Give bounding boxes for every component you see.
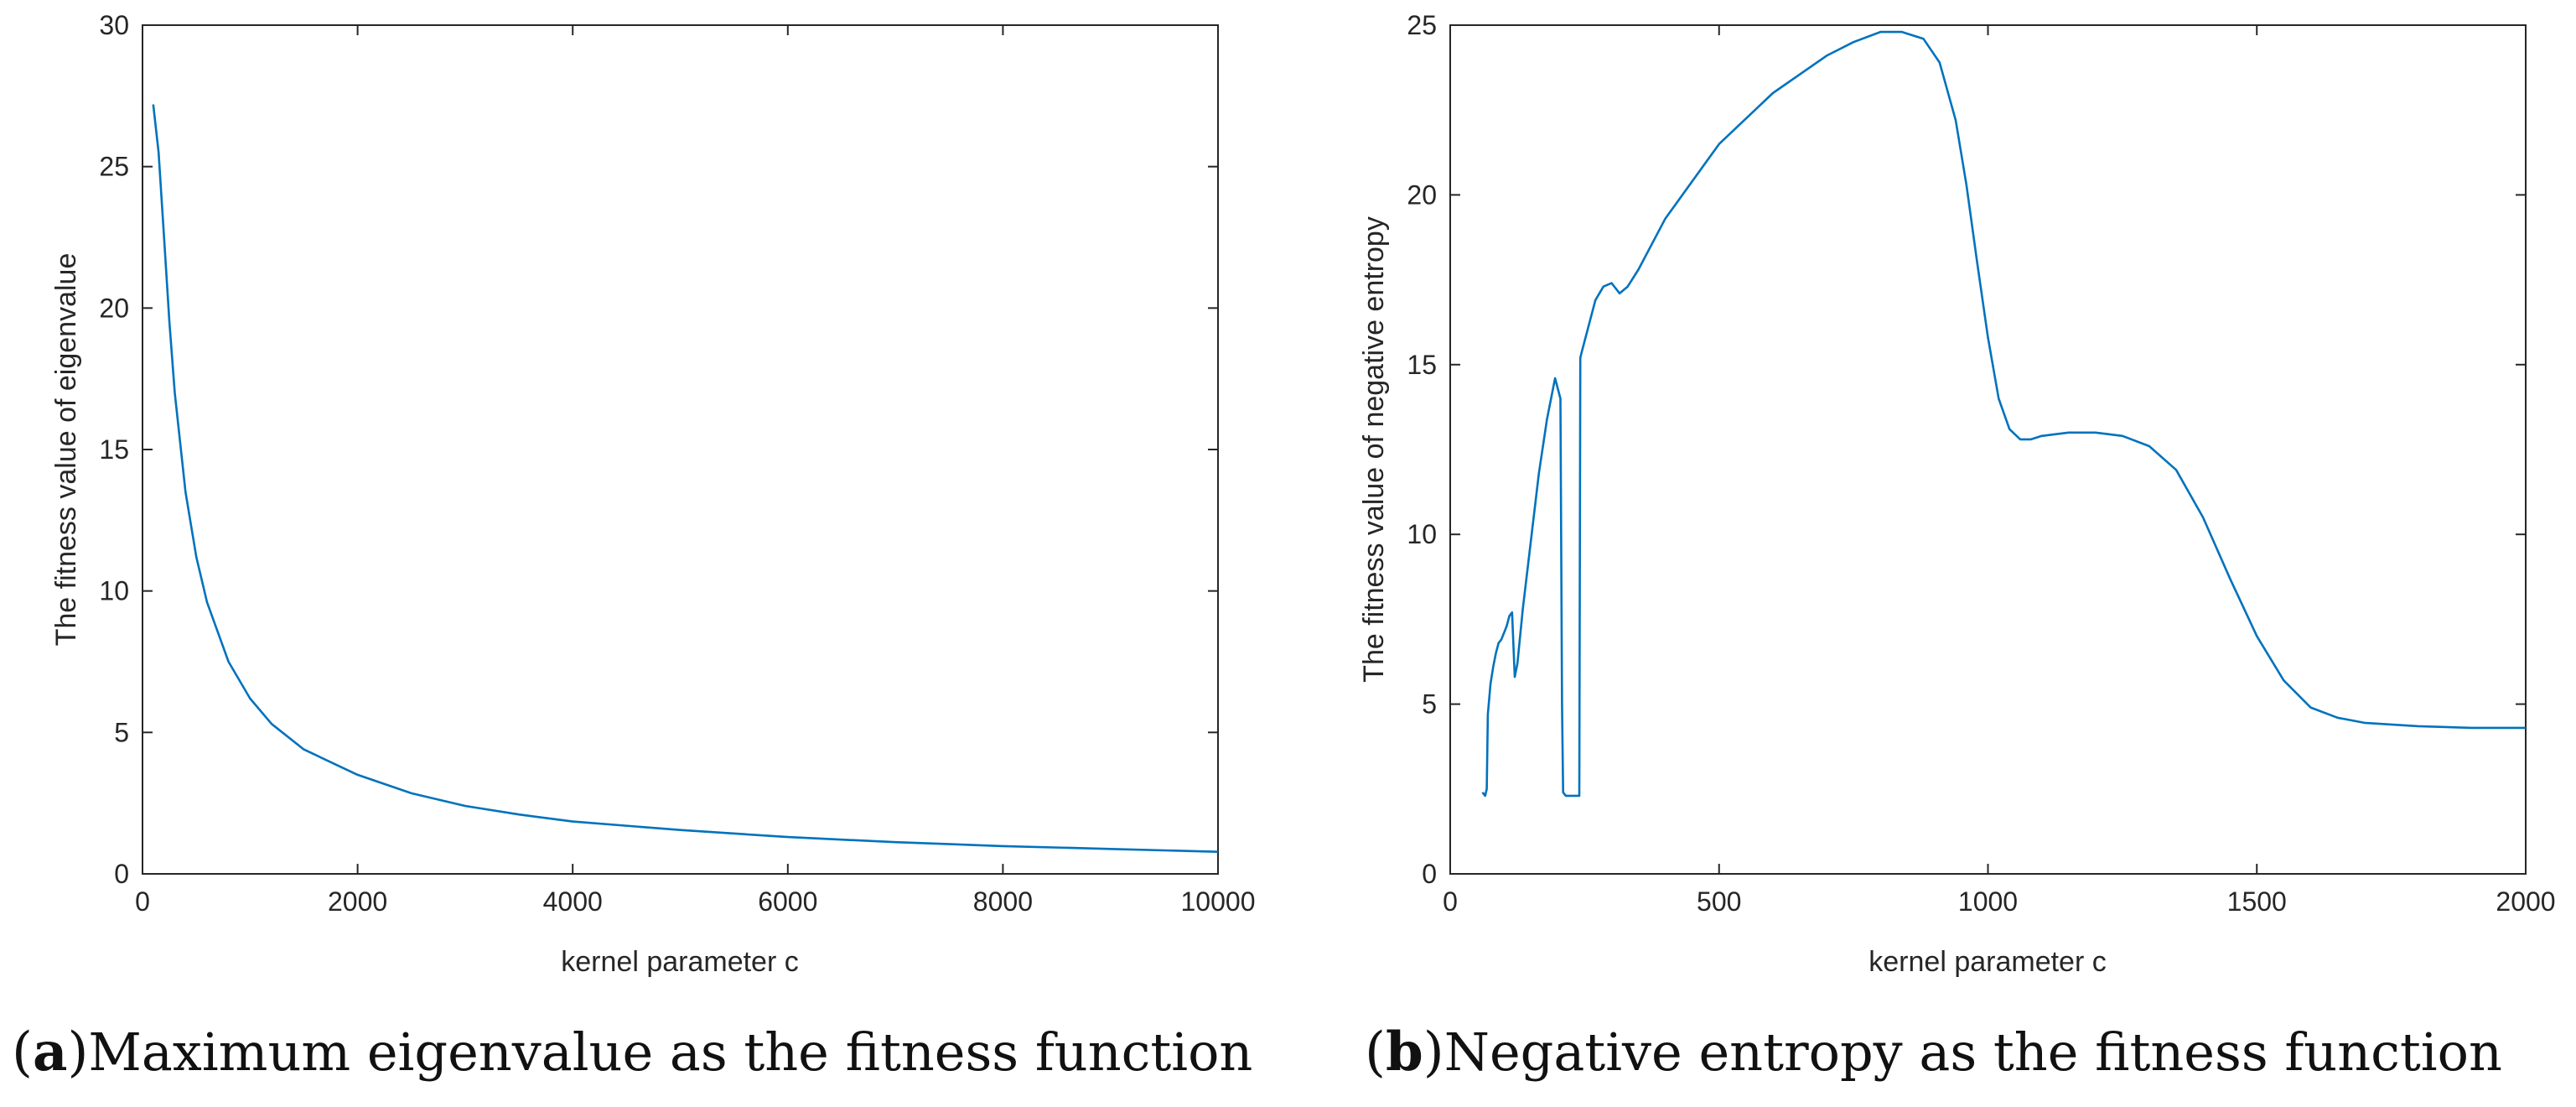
caption-text-a: Maximum eigenvalue as the fitness functi… bbox=[88, 1021, 1252, 1083]
y-tick-label-b-4: 20 bbox=[1407, 179, 1437, 210]
series-b bbox=[1481, 30, 2526, 798]
y-tick-label-a-6: 30 bbox=[99, 10, 129, 40]
x-tick-label-b-2: 1000 bbox=[1958, 886, 2018, 917]
x-tick-label-a-2: 4000 bbox=[543, 886, 603, 917]
y-tick-label-a-1: 5 bbox=[114, 717, 129, 747]
series-line-a-0 bbox=[152, 104, 1219, 853]
y-tick-label-b-2: 10 bbox=[1407, 519, 1437, 549]
y-axis-a: 0 5 10 15 20 25 30 bbox=[99, 10, 1218, 889]
x-axis-label-a: kernel parameter c bbox=[561, 946, 798, 978]
caption-letter-b: b bbox=[1386, 1021, 1423, 1084]
y-tick-label-a-0: 0 bbox=[114, 859, 129, 889]
x-tick-label-b-4: 2000 bbox=[2496, 886, 2555, 917]
x-axis-label-b: kernel parameter c bbox=[1869, 946, 2106, 978]
panel-b: 0 500 1000 1500 2000 0 5 10 15 20 25 kernel param… bbox=[1358, 10, 2556, 1084]
x-axis-b: 0 500 1000 1500 2000 bbox=[1443, 25, 2556, 917]
x-tick-label-b-3: 1500 bbox=[2227, 886, 2287, 917]
x-tick-label-a-0: 0 bbox=[135, 886, 150, 917]
x-tick-label-a-5: 10000 bbox=[1181, 886, 1256, 917]
y-axis-label-b: The fitness value of negative entropy bbox=[1358, 216, 1390, 683]
y-axis-b: 0 5 10 15 20 25 bbox=[1407, 10, 2526, 889]
y-tick-label-b-3: 15 bbox=[1407, 350, 1437, 380]
y-tick-label-a-2: 10 bbox=[99, 576, 129, 606]
caption-a: (a)Maximum eigenvalue as the fitness fun… bbox=[12, 1021, 1252, 1084]
caption-text-b: Negative entropy as the fitness function bbox=[1444, 1021, 2502, 1083]
plot-area-a bbox=[142, 24, 1219, 875]
series-a bbox=[152, 104, 1219, 853]
y-tick-label-a-5: 25 bbox=[99, 152, 129, 182]
y-tick-label-b-1: 5 bbox=[1422, 689, 1437, 720]
plot-area-b bbox=[1449, 24, 2527, 875]
x-tick-label-a-3: 6000 bbox=[758, 886, 817, 917]
y-tick-label-b-5: 25 bbox=[1407, 10, 1437, 40]
series-line-b-0 bbox=[1481, 30, 2526, 798]
x-axis-a: 0 2000 4000 6000 8000 10000 bbox=[135, 25, 1255, 917]
x-tick-label-a-4: 8000 bbox=[973, 886, 1033, 917]
x-tick-label-b-1: 500 bbox=[1697, 886, 1741, 917]
caption-letter-a: a bbox=[33, 1021, 67, 1084]
y-tick-label-a-3: 15 bbox=[99, 434, 129, 465]
y-tick-label-a-4: 20 bbox=[99, 293, 129, 323]
y-axis-label-a: The fitness value of eigenvalue bbox=[50, 253, 82, 647]
caption-b: (b)Negative entropy as the fitness funct… bbox=[1365, 1021, 2502, 1084]
x-tick-label-b-0: 0 bbox=[1443, 886, 1458, 917]
y-tick-label-b-0: 0 bbox=[1422, 859, 1437, 889]
panel-a: 0 2000 4000 6000 8000 10000 0 5 10 15 20 25 30 kern… bbox=[12, 10, 1255, 1084]
x-tick-label-a-1: 2000 bbox=[328, 886, 387, 917]
